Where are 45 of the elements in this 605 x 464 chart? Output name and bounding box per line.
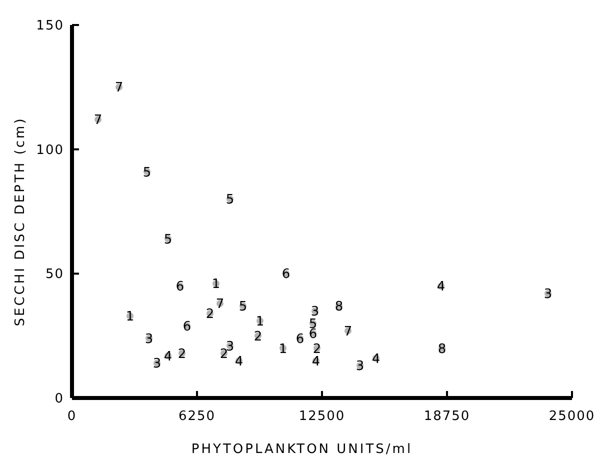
x-tick-label: 25000 <box>548 409 596 424</box>
text: 6 <box>176 280 184 295</box>
series-label: 8 <box>438 342 446 357</box>
text: 6 <box>182 319 192 334</box>
series-label: 4 <box>164 349 172 364</box>
text: 4 <box>312 354 320 370</box>
text: 4 <box>436 280 446 295</box>
x-tick-label: 18750 <box>424 409 470 424</box>
text: 2 <box>220 346 228 362</box>
text: 7 <box>94 113 102 128</box>
series-label: 2 <box>312 342 322 357</box>
text: 1 <box>256 314 264 330</box>
text: 2 <box>206 307 214 322</box>
text: 5 <box>238 300 248 315</box>
text: 3 <box>356 359 364 374</box>
text: 5 <box>142 165 152 180</box>
text: 1 <box>212 277 220 292</box>
x-tick-label: 12500 <box>298 409 346 424</box>
text: 2 <box>254 329 262 344</box>
text: 6 <box>296 332 304 347</box>
y-tick-label: 50 <box>45 267 64 282</box>
y-tick-label: 100 <box>36 142 64 158</box>
x-tick-label: 0 <box>67 409 77 424</box>
text: 7 <box>344 324 352 340</box>
series-label: 1 <box>278 342 288 357</box>
text: 7 <box>114 80 124 96</box>
y-axis-title: SECCHI DISC DEPTH (cm) <box>13 116 28 326</box>
text: 2 <box>178 346 186 362</box>
x-axis-title: PHYTOPLANKTON UNITS/ml <box>191 442 413 457</box>
text: 3 <box>544 287 552 302</box>
series-label: 7 <box>216 297 224 312</box>
y-tick-label: 0 <box>54 392 64 407</box>
text: 1 <box>126 309 134 324</box>
text: 5 <box>164 232 172 248</box>
series-label: 6 <box>282 267 290 282</box>
x-tick-label: 6250 <box>178 409 216 424</box>
text: 3 <box>226 339 234 354</box>
text: 3 <box>144 332 154 347</box>
y-tick-label: 150 <box>36 18 64 34</box>
series-label: 3 <box>310 304 320 320</box>
series-label: 5 <box>226 192 234 208</box>
text: 4 <box>234 354 244 370</box>
text: 3 <box>152 356 162 372</box>
text: 8 <box>334 300 344 315</box>
text: 4 <box>372 352 380 367</box>
